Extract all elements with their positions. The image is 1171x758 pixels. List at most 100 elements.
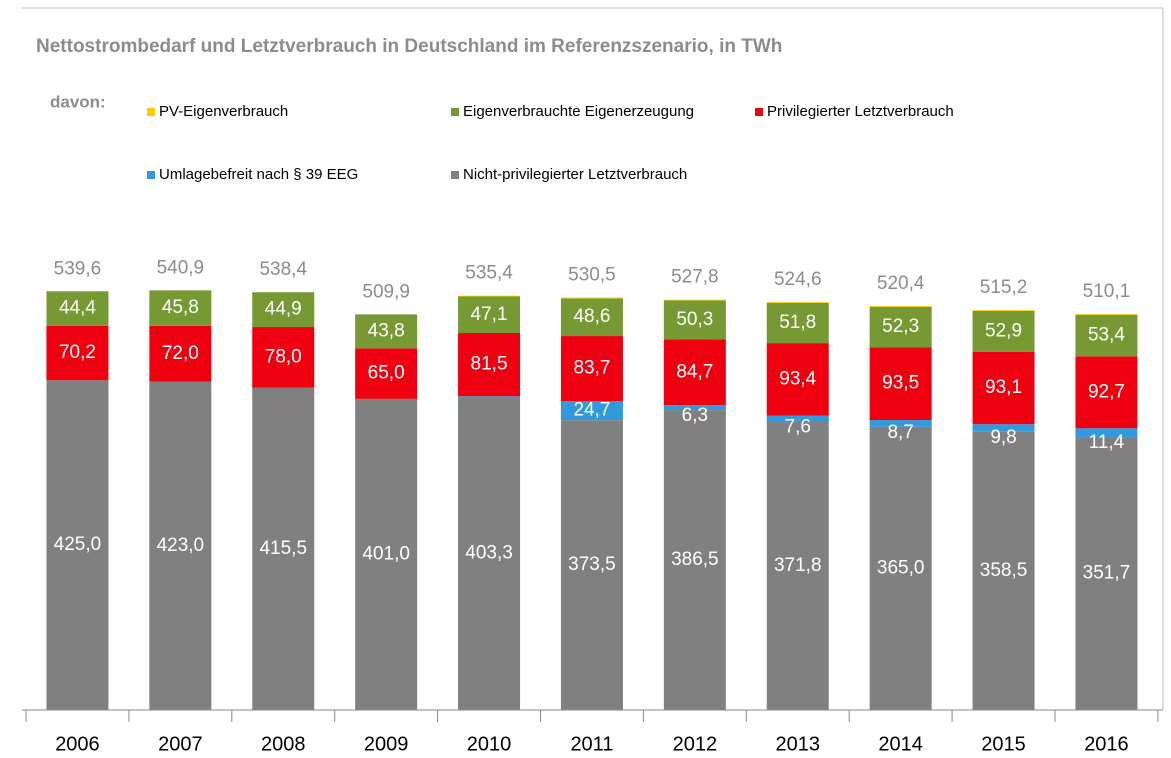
bar-segment (560, 420, 623, 710)
bar-segment (252, 327, 315, 388)
data-label: 78,0 (265, 346, 302, 367)
total-label: 535,4 (465, 263, 513, 284)
bar-segment (766, 421, 829, 710)
data-label: 403,3 (465, 543, 513, 564)
data-label: 93,1 (985, 377, 1022, 398)
x-tick-label: 2008 (261, 733, 306, 755)
legend-swatch (147, 108, 155, 116)
legend-label: Umlagebefreit nach § 39 EEG (159, 166, 358, 183)
data-label: 24,7 (573, 400, 610, 421)
data-label: 44,4 (59, 298, 96, 319)
data-label: 8,7 (887, 422, 913, 443)
data-label: 92,7 (1088, 381, 1125, 402)
bar-segment (766, 302, 829, 344)
bar-segment (355, 398, 418, 710)
data-label: 48,6 (573, 306, 610, 327)
bar-segment (355, 314, 418, 349)
data-label: 93,5 (882, 373, 919, 394)
bar-segment (149, 325, 212, 382)
legend-swatch (451, 108, 459, 116)
total-label: 515,2 (980, 277, 1028, 298)
total-label: 524,6 (774, 269, 822, 290)
bar-segment (149, 290, 212, 326)
data-label: 70,2 (59, 342, 96, 363)
data-label: 425,0 (54, 534, 102, 555)
bar-segment (869, 347, 932, 421)
bar-segment (869, 306, 932, 307)
bar-segment (766, 415, 829, 422)
data-label: 7,6 (785, 416, 811, 437)
data-label: 373,5 (568, 554, 616, 575)
data-label: 81,5 (471, 354, 508, 375)
data-label: 423,0 (157, 535, 205, 556)
bar-segment (458, 396, 521, 398)
data-label: 6,3 (682, 405, 708, 426)
bar-segment (149, 381, 212, 710)
bar-segment (560, 400, 623, 421)
bar-segment (1075, 428, 1138, 438)
data-label: 386,5 (671, 549, 719, 570)
bar-segment (1075, 314, 1138, 357)
data-label: 11,4 (1089, 432, 1125, 453)
data-label: 44,9 (265, 299, 302, 320)
bar-segment (766, 302, 829, 303)
data-label: 401,0 (362, 543, 410, 564)
bar-segment (560, 297, 623, 299)
legend-label: Eigenverbrauchte Eigenerzeugung (463, 103, 694, 120)
x-tick-label: 2006 (55, 733, 100, 755)
data-label: 72,0 (162, 343, 199, 364)
data-label: 9,8 (990, 427, 1016, 448)
total-label: 510,1 (1083, 281, 1131, 302)
total-label: 527,8 (671, 267, 719, 288)
bar-segment (46, 325, 109, 381)
bar-segment (869, 426, 932, 710)
data-label: 47,1 (471, 304, 508, 325)
data-label: 43,8 (368, 320, 405, 341)
x-tick-label: 2011 (570, 733, 613, 755)
bar-segment (766, 343, 829, 416)
data-label: 52,9 (985, 320, 1022, 341)
bar-segment (355, 348, 418, 399)
data-label: 93,4 (779, 368, 816, 389)
data-label: 351,7 (1083, 563, 1131, 584)
x-tick-label: 2012 (673, 733, 718, 755)
data-label: 52,3 (882, 316, 919, 337)
bar-segment (560, 298, 623, 337)
total-label: 539,6 (54, 258, 102, 279)
bar-segment (663, 339, 726, 406)
data-label: 415,5 (259, 538, 307, 559)
total-label: 538,4 (259, 259, 307, 280)
legend-label: Nicht-privilegierter Letztverbrauch (463, 166, 687, 183)
x-tick-label: 2007 (158, 733, 203, 755)
bar-segment (972, 431, 1035, 710)
bar-segment (252, 292, 315, 328)
data-label: 65,0 (368, 363, 405, 384)
bar-segment (1075, 356, 1138, 429)
bar-segment (458, 333, 521, 397)
legend-swatch (755, 108, 763, 116)
x-tick-label: 2016 (1084, 733, 1129, 755)
x-tick-label: 2013 (776, 733, 821, 755)
chart-title: Nettostrombedarf und Letztverbrauch in D… (36, 36, 782, 57)
bar-segment (972, 310, 1035, 311)
bar-segment (972, 310, 1035, 352)
data-label: 45,8 (162, 297, 199, 318)
bar-segment (869, 420, 932, 427)
total-label: 509,9 (362, 281, 410, 302)
bar-segment (46, 291, 109, 326)
bar-segment (663, 300, 726, 340)
x-tick-label: 2014 (878, 733, 923, 755)
bar-segment (252, 387, 315, 710)
x-tick-label: 2010 (467, 733, 512, 755)
data-label: 50,3 (676, 309, 713, 330)
legend-title: davon: (50, 92, 106, 111)
bar-segment (560, 336, 623, 401)
total-label: 520,4 (877, 273, 925, 294)
data-label: 371,8 (774, 555, 822, 576)
data-label: 51,8 (779, 312, 816, 333)
bar-segment (1075, 437, 1138, 710)
total-label: 530,5 (568, 265, 616, 286)
bar-segment (972, 351, 1035, 425)
bar-segment (458, 296, 521, 334)
